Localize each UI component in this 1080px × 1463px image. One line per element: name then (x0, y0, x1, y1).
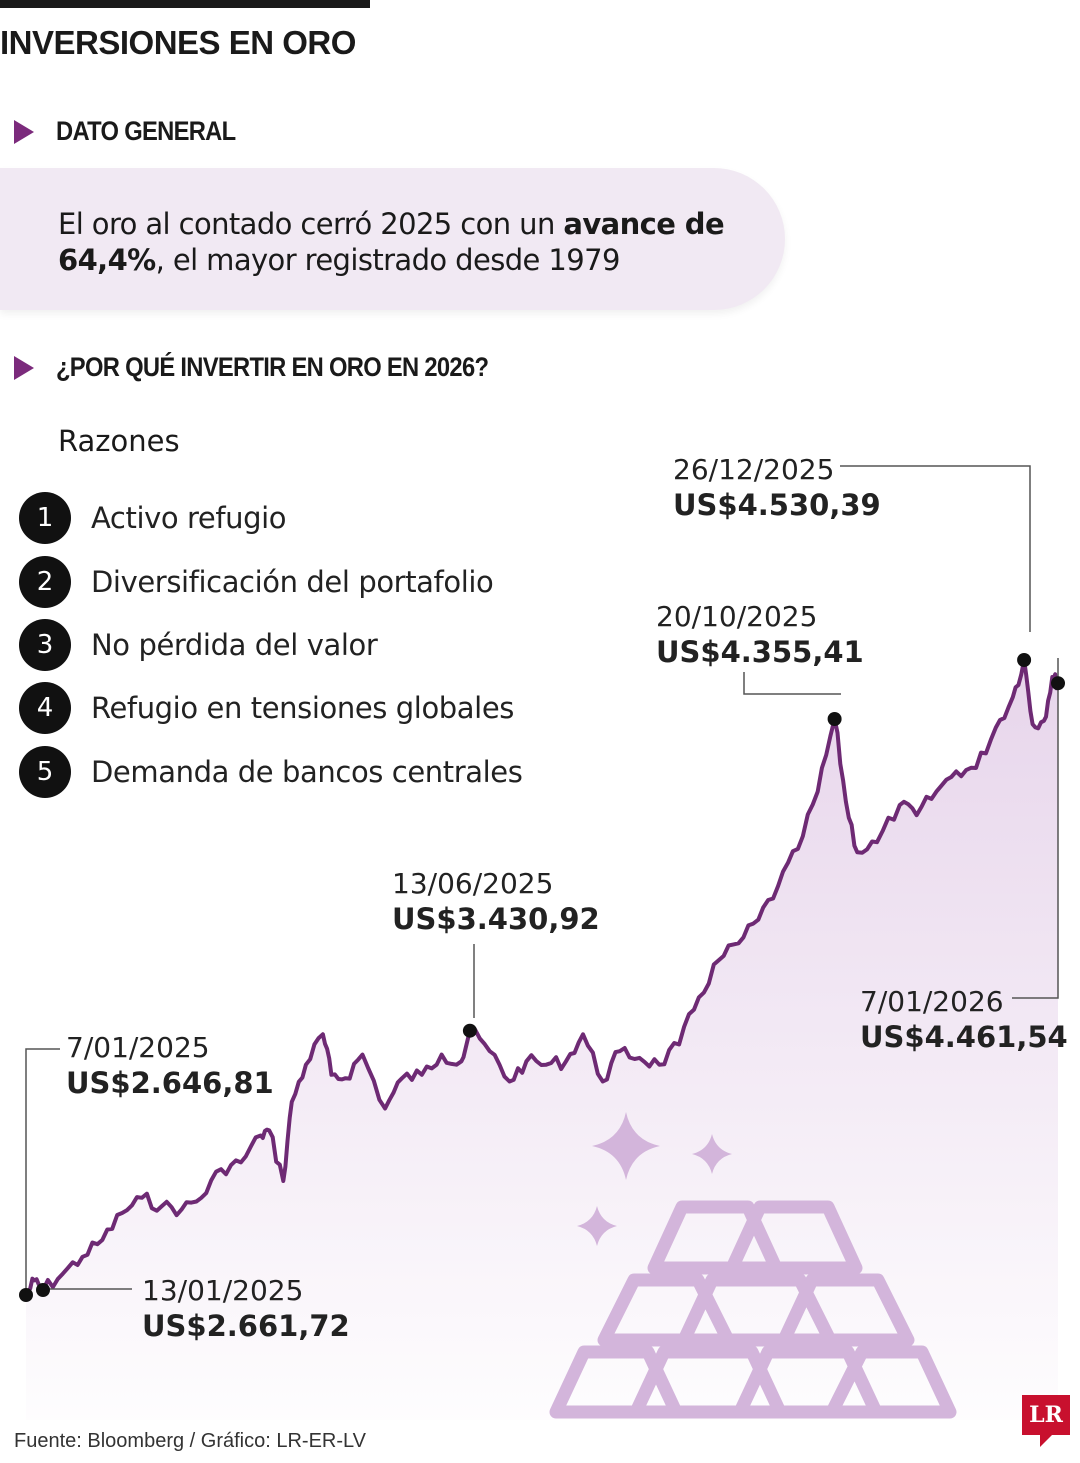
reason-label: Diversificación del portafolio (91, 565, 494, 599)
info-box (0, 168, 785, 310)
triangle-bullet-icon (14, 119, 34, 144)
annotation-date: 20/10/2025 (656, 600, 817, 633)
annotation-value: US$4.355,41 (656, 635, 864, 669)
reason-number: 3 (19, 619, 71, 671)
reason-number: 4 (19, 682, 71, 734)
lr-logo-tail (1040, 1435, 1052, 1447)
reason-item: 4 Refugio en tensiones globales (19, 682, 514, 734)
reason-number: 2 (19, 556, 71, 608)
annotation-dot (1017, 653, 1032, 667)
reason-number: 5 (19, 746, 71, 798)
annotation-dot (827, 712, 842, 726)
reason-label: Demanda de bancos centrales (91, 755, 523, 789)
section-header-por-que: ¿POR QUÉ INVERTIR EN ORO EN 2026? (14, 352, 547, 383)
annotation-value: US$2.646,81 (66, 1066, 274, 1100)
reason-number: 1 (19, 492, 71, 544)
leader-line (840, 465, 1031, 632)
annotation-dot (36, 1283, 50, 1297)
reason-label: Activo refugio (91, 501, 287, 535)
annotation-value: US$4.461,54 (860, 1020, 1068, 1054)
price-area-fill (26, 660, 1058, 1420)
source-note: Fuente: Bloomberg / Gráfico: LR-ER-LV (14, 1430, 366, 1452)
reason-item: 2 Diversificación del portafolio (19, 556, 494, 608)
leader-line (1012, 658, 1059, 999)
annotation-value: US$4.530,39 (673, 488, 881, 522)
annotation-date: 7/01/2026 (860, 985, 1004, 1018)
reason-label: No pérdida del valor (91, 628, 378, 662)
annotation-dot (1051, 676, 1065, 691)
section-header-dato-general: DATO GENERAL (14, 116, 260, 147)
gold-bars-icon (549, 1200, 957, 1419)
reason-label: Refugio en tensiones globales (91, 691, 514, 725)
annotation-date: 7/01/2025 (66, 1031, 210, 1064)
price-line (24, 658, 1060, 1297)
triangle-bullet-icon (14, 355, 34, 380)
leader-line (743, 672, 841, 695)
annotation-dot (462, 1023, 477, 1038)
reason-item: 5 Demanda de bancos centrales (19, 746, 523, 798)
annotation-date: 26/12/2025 (673, 453, 834, 486)
sparkle-icon (577, 1112, 732, 1246)
reason-item: 3 No pérdida del valor (19, 619, 378, 671)
info-text-start: El oro al contado cerró 2025 con un (58, 207, 564, 241)
info-text-end: , el mayor registrado desde 1979 (155, 243, 621, 277)
page-title: INVERSIONES EN ORO (0, 24, 356, 61)
section-title: ¿POR QUÉ INVERTIR EN ORO EN 2026? (56, 352, 489, 382)
annotation-date: 13/06/2025 (392, 867, 553, 900)
top-rule (0, 0, 370, 8)
annotation-value: US$2.661,72 (142, 1309, 350, 1343)
info-text-highlight: avance de 64,4% (58, 207, 725, 277)
annotation-date: 13/01/2025 (142, 1274, 303, 1307)
lr-logo: LR (1022, 1395, 1070, 1435)
leader-line (25, 1048, 60, 1296)
info-text: El oro al contado cerró 2025 con un avan… (58, 206, 758, 278)
annotation-value: US$3.430,92 (392, 902, 600, 936)
section-title: DATO GENERAL (56, 116, 236, 146)
annotation-dot (19, 1288, 33, 1302)
reason-item: 1 Activo refugio (19, 492, 287, 544)
reasons-title: Razones (58, 424, 180, 458)
